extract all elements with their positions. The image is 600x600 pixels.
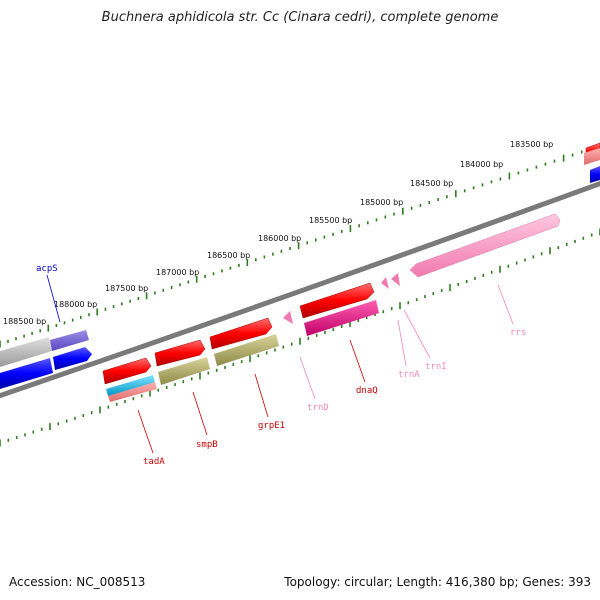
gene-arrow-smpb	[154, 339, 206, 367]
tick-label: 186000 bp	[258, 234, 301, 243]
gene-label-trna: trnA	[398, 370, 420, 380]
tick-label: 184000 bp	[460, 160, 503, 169]
gene-label-dnaq: dnaQ	[356, 386, 378, 396]
gene-arrow-tada	[102, 357, 152, 385]
tick-labels: 183500 bp 184000 bp 184500 bp 185000 bp …	[3, 140, 553, 326]
tick-label: 186500 bp	[207, 251, 250, 260]
gene-arrow-rrs	[409, 213, 561, 278]
gene-arrow	[53, 347, 92, 370]
accession-text: Accession: NC_008513	[9, 575, 146, 589]
genome-backbone	[0, 180, 600, 399]
gene-label-smpb: smpB	[196, 440, 218, 450]
tick-label: 187000 bp	[156, 268, 199, 277]
gene-arrow	[0, 337, 52, 367]
gene-arrow	[590, 166, 600, 183]
inner-tick-ring	[0, 228, 600, 447]
gene-label-tada: tadA	[143, 457, 165, 467]
gene-arrow-acps	[50, 330, 89, 351]
gene-arrow-trnd	[283, 311, 293, 324]
gene-label-grpe1: grpE1	[258, 421, 285, 431]
gene-arrow	[214, 334, 279, 366]
tick-label: 188500 bp	[3, 317, 46, 326]
genome-summary-text: Topology: circular; Length: 416,380 bp; …	[284, 575, 591, 589]
gene-arrow-trna	[381, 277, 389, 289]
outer-tick-ring	[0, 144, 600, 348]
tick-label: 185000 bp	[360, 198, 403, 207]
tick-label: 187500 bp	[105, 284, 148, 293]
gene-arrow	[158, 357, 210, 385]
gene-arrow	[108, 382, 157, 402]
gene-arrow	[106, 375, 155, 396]
page-title: Buchnera aphidicola str. Cc (Cinara cedr…	[101, 10, 499, 25]
gene-label-trnd: trnD	[307, 403, 329, 413]
label-leaders	[46, 274, 514, 454]
gene-labels: acpS tadA smpB grpE1 trnD dnaQ trnA trnI…	[36, 264, 526, 467]
outer-feature-track	[0, 142, 600, 402]
gene-arrow	[584, 148, 600, 165]
tick-label: 183500 bp	[510, 140, 553, 149]
gene-label-rrs: rrs	[510, 328, 526, 338]
tick-label: 188000 bp	[54, 300, 97, 309]
gene-arrow	[304, 300, 379, 336]
gene-label-trni: trnI	[425, 362, 447, 372]
gene-label-acps: acpS	[36, 264, 58, 274]
gene-arrow-trni	[391, 273, 400, 286]
tick-label: 184500 bp	[410, 179, 453, 188]
gene-arrow-grpe1	[209, 317, 273, 350]
gene-arrow-dnaq	[299, 282, 375, 319]
gene-arrow	[0, 358, 53, 389]
tick-label: 185500 bp	[309, 216, 352, 225]
